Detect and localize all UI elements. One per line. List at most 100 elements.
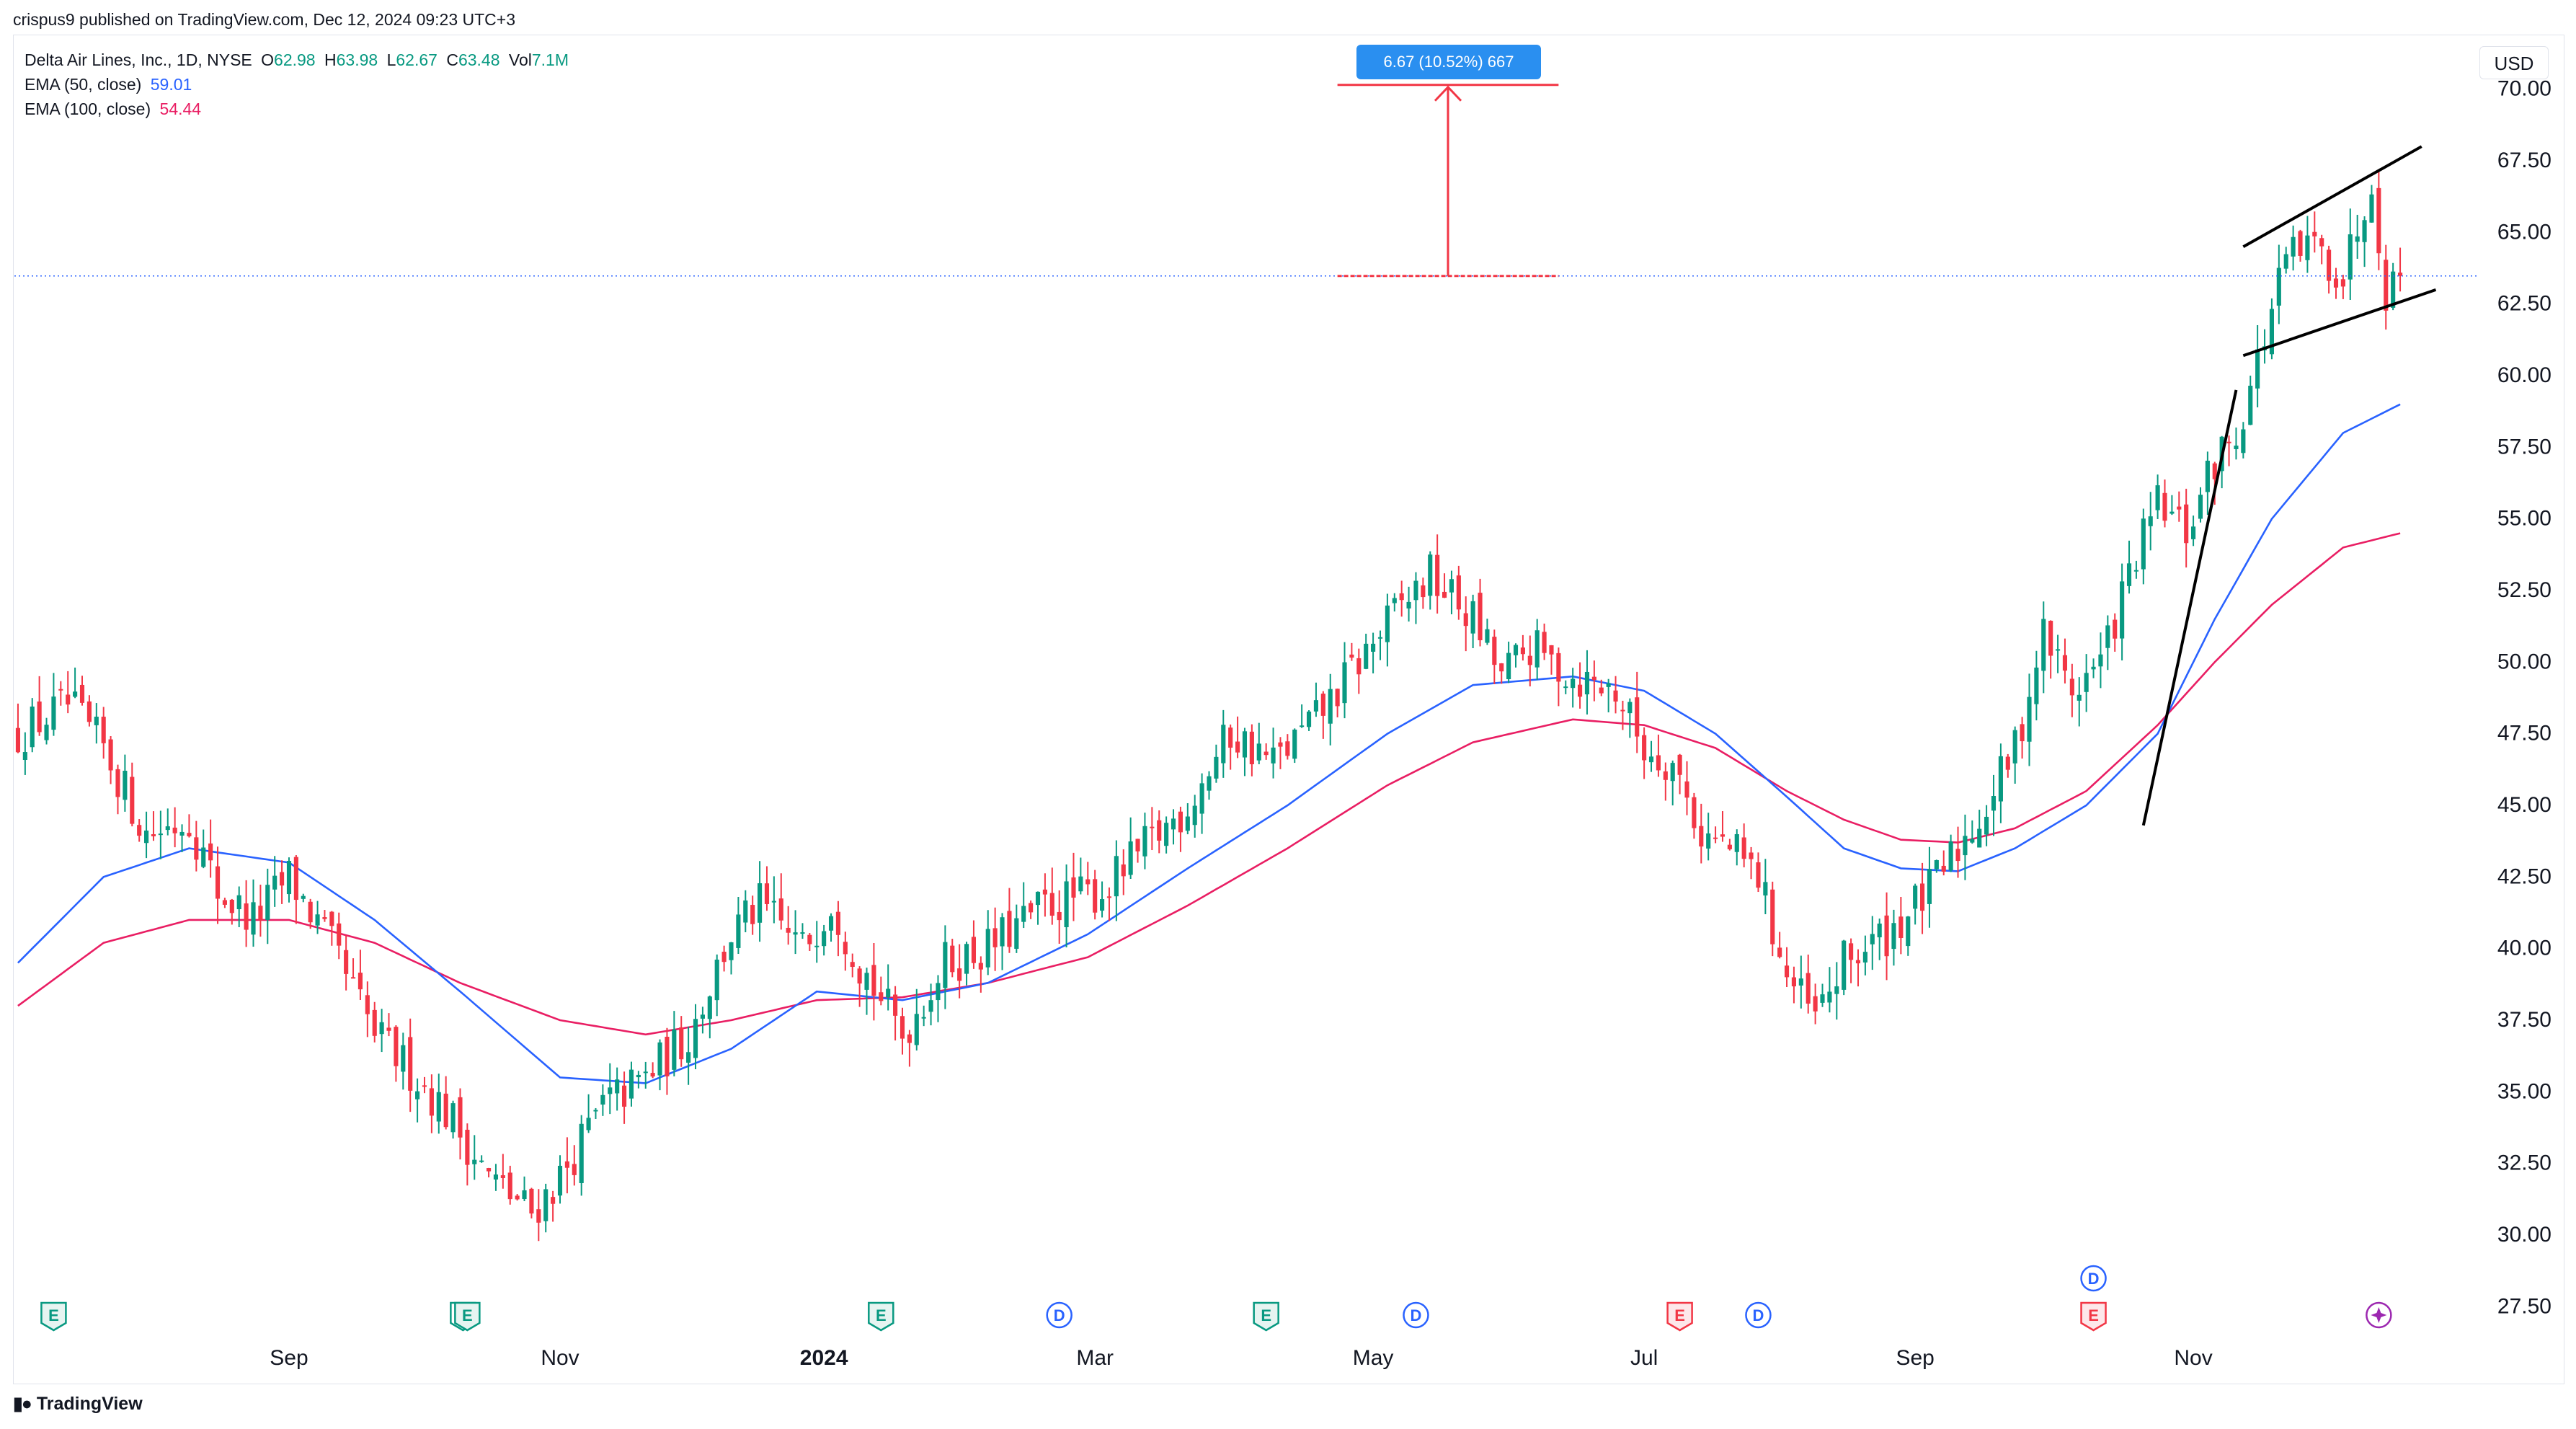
candle-body xyxy=(1242,731,1248,758)
candle-body xyxy=(465,1129,470,1165)
candle-body xyxy=(1542,632,1547,653)
legend-ema50: EMA (50, close) 59.01 xyxy=(25,75,196,94)
candle-body xyxy=(529,1188,534,1214)
candle xyxy=(1898,896,1904,955)
candle xyxy=(1648,740,1654,772)
candle-body xyxy=(1984,816,1989,835)
candle xyxy=(1599,679,1604,696)
candle-body xyxy=(2355,236,2360,242)
candle xyxy=(1606,678,1611,713)
candle xyxy=(507,1165,512,1205)
candle-body xyxy=(123,770,128,800)
candle xyxy=(579,1115,584,1196)
candle-body xyxy=(900,1016,905,1039)
currency-button[interactable]: USD xyxy=(2479,46,2549,79)
candle-body xyxy=(244,903,249,930)
candle-body xyxy=(850,962,855,968)
candle-body xyxy=(222,900,227,905)
candle-body xyxy=(1114,856,1119,897)
candle xyxy=(2362,216,2367,267)
candle-body xyxy=(700,1014,705,1019)
candle-body xyxy=(1584,671,1590,695)
candle xyxy=(1927,846,1932,928)
candle xyxy=(1392,593,1397,612)
candle xyxy=(764,866,770,911)
candle xyxy=(835,901,841,957)
candle xyxy=(665,1027,670,1095)
candle xyxy=(1571,668,1576,708)
candle-body xyxy=(1963,836,1968,856)
dividend-icon: D xyxy=(2080,1265,2107,1292)
candle-body xyxy=(758,883,763,923)
svg-text:E: E xyxy=(462,1306,473,1324)
candle xyxy=(971,920,977,969)
candle-body xyxy=(1413,580,1418,601)
candle-body xyxy=(1093,879,1098,913)
candle-body xyxy=(1021,906,1026,922)
candle xyxy=(1734,829,1739,866)
chart-frame[interactable] xyxy=(13,35,2564,1384)
candle xyxy=(1749,846,1754,880)
candle xyxy=(721,945,727,972)
candle xyxy=(1941,850,1946,876)
tradingview-logo-icon: ▮● xyxy=(13,1394,32,1414)
candle xyxy=(1356,648,1362,694)
measure-label: 6.67 (10.52%) 667 xyxy=(1356,45,1541,79)
candle xyxy=(771,876,776,924)
candle xyxy=(2319,234,2324,265)
candle-body xyxy=(2312,231,2317,236)
tradingview-logo[interactable]: ▮● TradingView xyxy=(13,1393,143,1415)
candle-body xyxy=(2041,619,2046,671)
candle xyxy=(793,910,798,955)
candle xyxy=(1842,939,1847,996)
candle-body xyxy=(2113,619,2118,639)
candle-body xyxy=(1648,756,1654,763)
candle-body xyxy=(621,1085,627,1107)
candle-body xyxy=(572,1164,577,1175)
candle xyxy=(429,1074,434,1133)
candle xyxy=(2162,479,2167,528)
candle-body xyxy=(272,875,277,890)
candle xyxy=(15,703,21,753)
candle xyxy=(1692,792,1697,839)
y-tick-label: 45.00 xyxy=(2497,793,2551,817)
candle xyxy=(73,667,78,699)
candle xyxy=(800,923,805,939)
candle-body xyxy=(2069,678,2074,696)
candle-body xyxy=(458,1097,463,1138)
candle xyxy=(1684,761,1689,815)
candle xyxy=(479,1155,484,1163)
candle xyxy=(251,879,256,947)
candle xyxy=(2077,677,2082,727)
candle-body xyxy=(1435,554,1440,596)
candle-body xyxy=(1842,940,1847,990)
candle-body xyxy=(2077,694,2082,701)
candle xyxy=(893,986,898,1041)
candle-body xyxy=(978,963,983,970)
candle xyxy=(536,1189,541,1242)
candle xyxy=(1663,762,1668,801)
candle xyxy=(672,1011,677,1076)
candle xyxy=(1157,810,1162,854)
candle xyxy=(2120,563,2125,661)
candle xyxy=(871,943,876,1021)
candle xyxy=(2198,487,2203,523)
candle xyxy=(657,1039,662,1091)
candle-body xyxy=(236,895,241,910)
candle-body xyxy=(130,777,135,824)
candle-body xyxy=(1049,893,1054,916)
candle xyxy=(1085,862,1091,895)
legend-ema50-label: EMA (50, close) xyxy=(25,75,142,94)
candle xyxy=(679,1016,684,1067)
candle-body xyxy=(1656,755,1661,771)
candle xyxy=(1106,887,1112,921)
candle-body xyxy=(308,901,313,923)
candle-body xyxy=(2198,495,2203,519)
candle-body xyxy=(1720,834,1726,837)
candle-body xyxy=(522,1190,527,1200)
candle-body xyxy=(1891,923,1896,950)
candle xyxy=(1171,809,1176,845)
candle xyxy=(1093,870,1098,920)
candle xyxy=(1506,641,1511,683)
